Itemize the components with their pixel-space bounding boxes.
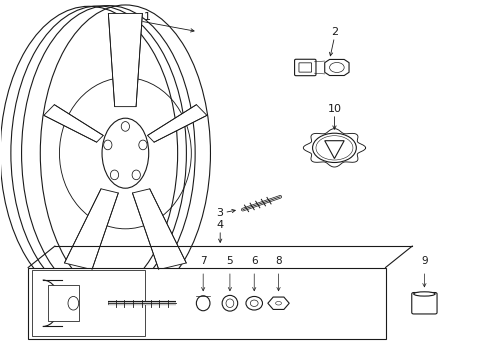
Polygon shape — [28, 267, 385, 339]
Polygon shape — [64, 189, 118, 270]
Ellipse shape — [68, 296, 79, 310]
Polygon shape — [108, 13, 142, 107]
Ellipse shape — [121, 122, 129, 131]
Ellipse shape — [413, 292, 434, 296]
Text: 3: 3 — [216, 208, 223, 218]
FancyBboxPatch shape — [294, 59, 315, 76]
Ellipse shape — [139, 140, 147, 150]
Polygon shape — [267, 297, 288, 310]
Polygon shape — [44, 105, 103, 142]
Text: 7: 7 — [200, 256, 206, 266]
Text: 9: 9 — [420, 256, 427, 266]
Text: 5: 5 — [226, 256, 233, 266]
Text: 1: 1 — [143, 13, 150, 22]
Bar — [47, 285, 79, 321]
Ellipse shape — [102, 118, 148, 188]
Polygon shape — [324, 59, 348, 76]
Text: 2: 2 — [330, 27, 337, 37]
Text: 6: 6 — [250, 256, 257, 266]
Ellipse shape — [245, 296, 262, 310]
Text: 10: 10 — [327, 104, 341, 114]
Ellipse shape — [196, 296, 209, 311]
Polygon shape — [147, 105, 206, 142]
Polygon shape — [132, 189, 186, 270]
Ellipse shape — [110, 170, 119, 180]
Text: 8: 8 — [275, 256, 281, 266]
Ellipse shape — [222, 296, 237, 311]
Ellipse shape — [103, 140, 112, 150]
Text: 4: 4 — [216, 220, 224, 230]
FancyBboxPatch shape — [411, 293, 436, 314]
Ellipse shape — [132, 170, 140, 180]
Ellipse shape — [312, 133, 356, 162]
